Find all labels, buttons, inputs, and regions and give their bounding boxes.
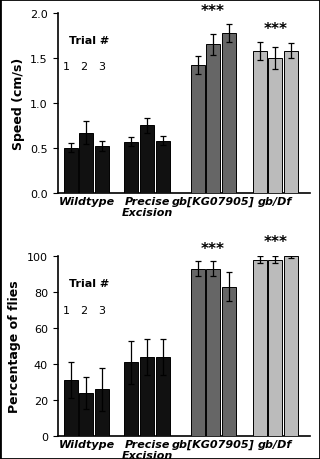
Bar	[124, 142, 139, 193]
Bar	[95, 389, 109, 436]
Text: Trial #: Trial #	[69, 279, 109, 289]
Bar	[95, 147, 109, 193]
Text: ***: ***	[263, 234, 287, 249]
Text: 2: 2	[81, 62, 88, 72]
Bar	[124, 362, 139, 436]
Bar	[284, 51, 298, 193]
Bar	[268, 59, 282, 193]
Text: 3: 3	[99, 62, 105, 72]
Text: 1: 1	[63, 305, 70, 315]
Text: 1: 1	[63, 62, 70, 72]
Bar	[156, 141, 170, 193]
Text: ***: ***	[201, 241, 225, 257]
Text: ***: ***	[263, 22, 287, 37]
Bar	[140, 126, 154, 193]
Bar	[253, 260, 267, 436]
Bar	[79, 133, 93, 193]
Bar	[191, 66, 204, 193]
Bar	[253, 51, 267, 193]
Bar	[268, 260, 282, 436]
Bar	[140, 357, 154, 436]
Text: ***: ***	[201, 4, 225, 19]
Bar	[64, 381, 78, 436]
Y-axis label: Percentage of flies: Percentage of flies	[8, 280, 21, 412]
Bar	[64, 149, 78, 193]
Bar	[79, 393, 93, 436]
Bar	[284, 257, 298, 436]
Text: Trial #: Trial #	[69, 36, 109, 46]
Text: 2: 2	[81, 305, 88, 315]
Bar	[222, 287, 236, 436]
Y-axis label: Speed (cm/s): Speed (cm/s)	[12, 57, 25, 150]
Bar	[206, 45, 220, 193]
Bar	[156, 357, 170, 436]
Bar	[222, 34, 236, 193]
Text: 3: 3	[99, 305, 105, 315]
Bar	[206, 269, 220, 436]
Bar	[191, 269, 204, 436]
